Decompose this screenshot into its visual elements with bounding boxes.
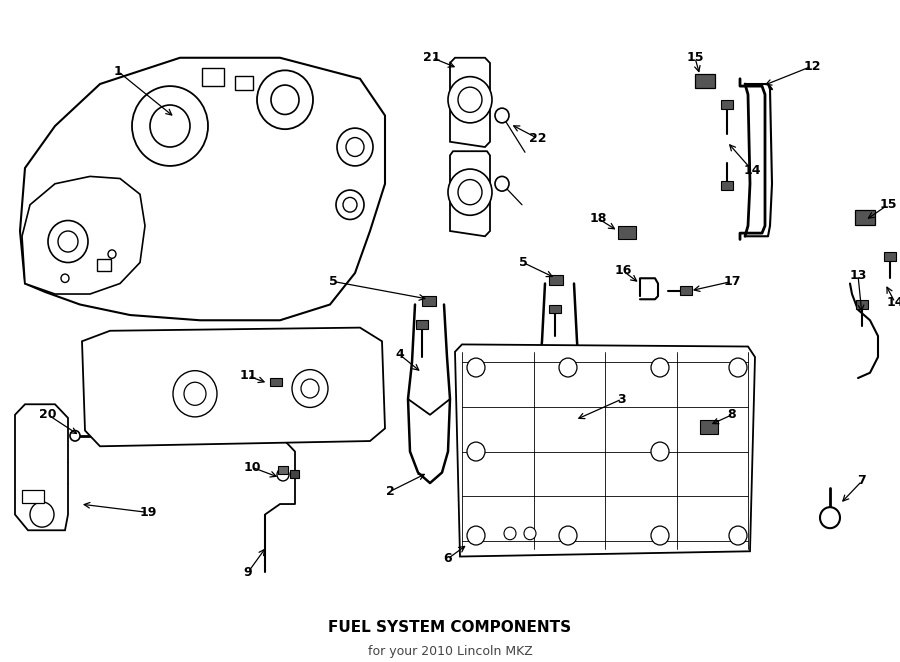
Text: 16: 16 [615,264,632,277]
Circle shape [132,86,208,166]
Bar [270,378,282,387]
Circle shape [337,128,373,166]
Text: 2: 2 [385,485,394,498]
Polygon shape [455,344,755,557]
Bar [278,466,288,473]
Bar [290,471,299,478]
Text: 3: 3 [617,393,626,406]
Text: 15: 15 [879,198,896,211]
Circle shape [729,358,747,377]
Circle shape [524,527,536,540]
Text: 8: 8 [728,408,736,421]
Text: 4: 4 [396,348,404,361]
Circle shape [257,70,313,129]
Text: 17: 17 [724,275,741,288]
Bar [422,296,436,306]
Text: 9: 9 [244,566,252,579]
Bar [97,260,111,271]
Circle shape [504,527,516,540]
Text: 10: 10 [243,461,261,474]
Circle shape [729,526,747,545]
Bar [618,226,636,240]
Text: 5: 5 [328,275,338,288]
Text: 20: 20 [40,408,57,421]
Circle shape [651,358,669,377]
Polygon shape [450,58,490,147]
Bar [695,73,715,88]
Circle shape [108,250,116,258]
Text: 18: 18 [590,212,607,225]
Circle shape [271,85,299,115]
Circle shape [458,179,482,205]
Circle shape [150,105,190,147]
Polygon shape [20,58,385,320]
Bar [721,100,733,109]
Circle shape [820,507,840,528]
Text: 6: 6 [444,552,453,565]
Polygon shape [82,328,385,446]
Text: for your 2010 Lincoln MKZ: for your 2010 Lincoln MKZ [367,645,533,658]
Text: 22: 22 [529,132,547,145]
Circle shape [559,358,577,377]
Text: FUEL SYSTEM COMPONENTS: FUEL SYSTEM COMPONENTS [328,620,572,635]
Bar [680,285,692,295]
Circle shape [61,274,69,283]
Circle shape [448,77,492,123]
Circle shape [458,87,482,113]
Bar [202,68,224,86]
Circle shape [467,526,485,545]
Circle shape [301,379,319,398]
Text: 5: 5 [518,256,527,269]
Bar [884,252,896,261]
Text: 7: 7 [858,475,867,487]
Text: 11: 11 [239,369,256,383]
Bar [700,420,718,434]
Text: 14: 14 [886,296,900,309]
Circle shape [559,526,577,545]
Circle shape [651,442,669,461]
Circle shape [346,138,364,156]
Circle shape [651,526,669,545]
Circle shape [173,371,217,417]
Polygon shape [22,176,145,294]
Text: 12: 12 [803,60,821,73]
Bar [855,210,875,224]
Polygon shape [450,151,490,236]
Circle shape [48,220,88,263]
Text: 1: 1 [113,65,122,78]
Circle shape [495,108,509,123]
Text: 13: 13 [850,269,867,281]
Circle shape [277,468,289,481]
Bar [721,181,733,190]
Text: 14: 14 [743,164,760,177]
Circle shape [448,169,492,215]
Bar [22,491,44,503]
Circle shape [467,442,485,461]
Circle shape [467,358,485,377]
Bar [549,275,563,285]
Circle shape [495,176,509,191]
Bar [549,305,561,313]
Circle shape [58,231,78,252]
Circle shape [30,502,54,527]
Polygon shape [15,404,68,530]
Circle shape [336,190,364,220]
Bar [416,320,428,328]
Circle shape [292,369,328,407]
Text: 15: 15 [686,51,704,64]
Circle shape [184,382,206,405]
Circle shape [343,197,357,212]
Text: 19: 19 [140,506,157,519]
Bar [235,75,253,90]
Text: 21: 21 [423,51,441,64]
Bar [856,301,868,308]
Circle shape [70,430,80,441]
